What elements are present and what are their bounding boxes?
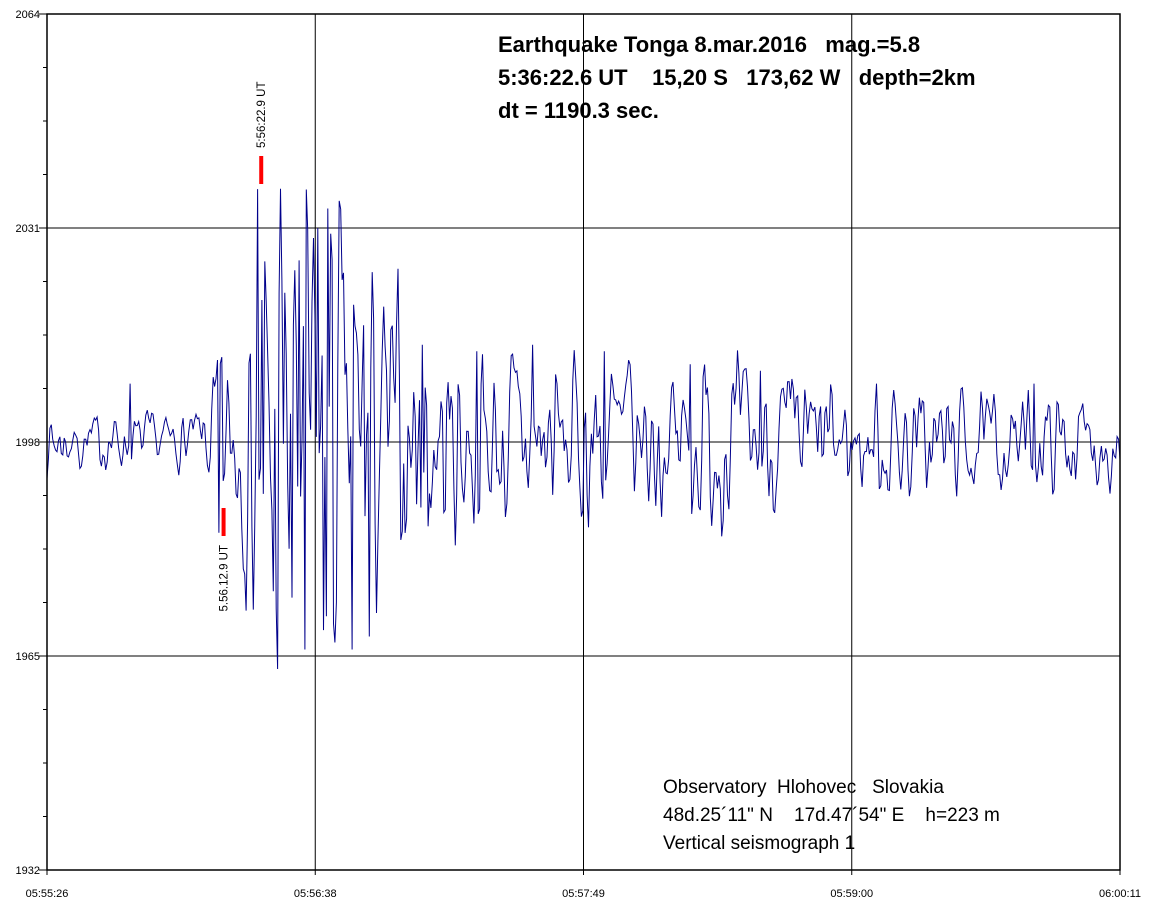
phase-marker-label-p: 5.56.12.9 UT — [219, 545, 231, 611]
event-title: Earthquake Tonga 8.mar.2016 mag.=5.8 — [498, 32, 921, 57]
y-tick-label: 1998 — [16, 437, 40, 449]
x-tick-label: 05:57:49 — [562, 888, 605, 900]
station-name: Observatory Hlohovec Slovakia — [663, 777, 944, 798]
station-coordinates: 48d.25´11" N 17d.47´54" E h=223 m — [663, 805, 1000, 826]
x-tick-label: 05:55:26 — [26, 888, 69, 900]
x-tick-label: 05:56:38 — [294, 888, 337, 900]
plot-border — [46, 13, 1121, 871]
y-tick-label: 2031 — [16, 223, 40, 235]
x-tick-label: 05:59:00 — [830, 888, 873, 900]
y-tick-label: 1932 — [16, 865, 40, 877]
event-info: Earthquake Tonga 8.mar.2016 mag.=5.8 5:3… — [498, 28, 976, 127]
event-dt: dt = 1190.3 sec. — [498, 98, 659, 123]
y-tick-label: 2064 — [16, 9, 40, 21]
y-tick-label: 1965 — [16, 651, 40, 663]
event-origin-coordinates: 5:36:22.6 UT 15,20 S 173,62 W depth=2km — [498, 65, 976, 90]
x-tick-label: 06:00:11 — [1099, 888, 1141, 900]
station-info: Observatory Hlohovec Slovakia 48d.25´11"… — [663, 774, 1000, 858]
station-instrument: Vertical seismograph 1 — [663, 833, 856, 854]
phase-marker-label-s: 5:56:22.9 UT — [256, 82, 268, 148]
seismogram-trace — [46, 188, 1121, 670]
